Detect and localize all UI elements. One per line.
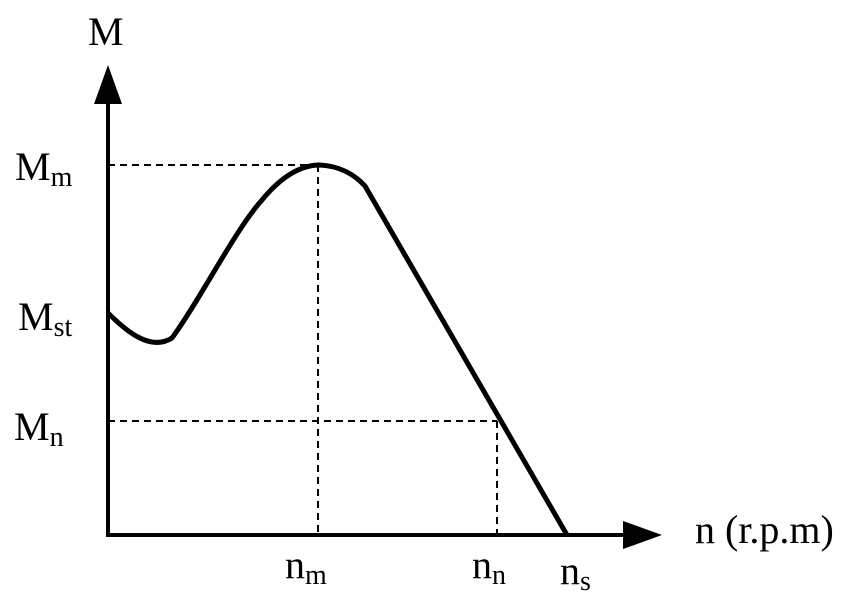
subscript: s bbox=[580, 566, 591, 597]
subscript: m bbox=[51, 162, 73, 193]
x-axis-arrow bbox=[623, 521, 662, 549]
symbol: M bbox=[18, 294, 54, 339]
symbol: M bbox=[15, 144, 51, 189]
y-mark-label: Mn bbox=[14, 404, 64, 453]
x-axis-label: n (r.p.m) bbox=[695, 507, 834, 552]
x-mark-label: nm bbox=[285, 542, 327, 591]
symbol: n bbox=[560, 548, 580, 593]
y-axis-label: M bbox=[88, 9, 124, 54]
x-mark-label: ns bbox=[560, 548, 591, 597]
symbol: n bbox=[285, 542, 305, 587]
subscript: st bbox=[54, 312, 73, 343]
symbol: M bbox=[14, 404, 50, 449]
subscript: m bbox=[305, 560, 327, 591]
subscript: n bbox=[492, 560, 506, 591]
subscript: n bbox=[50, 422, 64, 453]
symbol: n bbox=[472, 542, 492, 587]
torque-curve bbox=[106, 162, 570, 537]
y-axis-arrow bbox=[94, 65, 122, 104]
y-mark-label: Mm bbox=[15, 144, 73, 193]
x-mark-label: nn bbox=[472, 542, 506, 591]
guide-lines bbox=[108, 164, 498, 535]
y-mark-label: Mst bbox=[18, 294, 72, 343]
